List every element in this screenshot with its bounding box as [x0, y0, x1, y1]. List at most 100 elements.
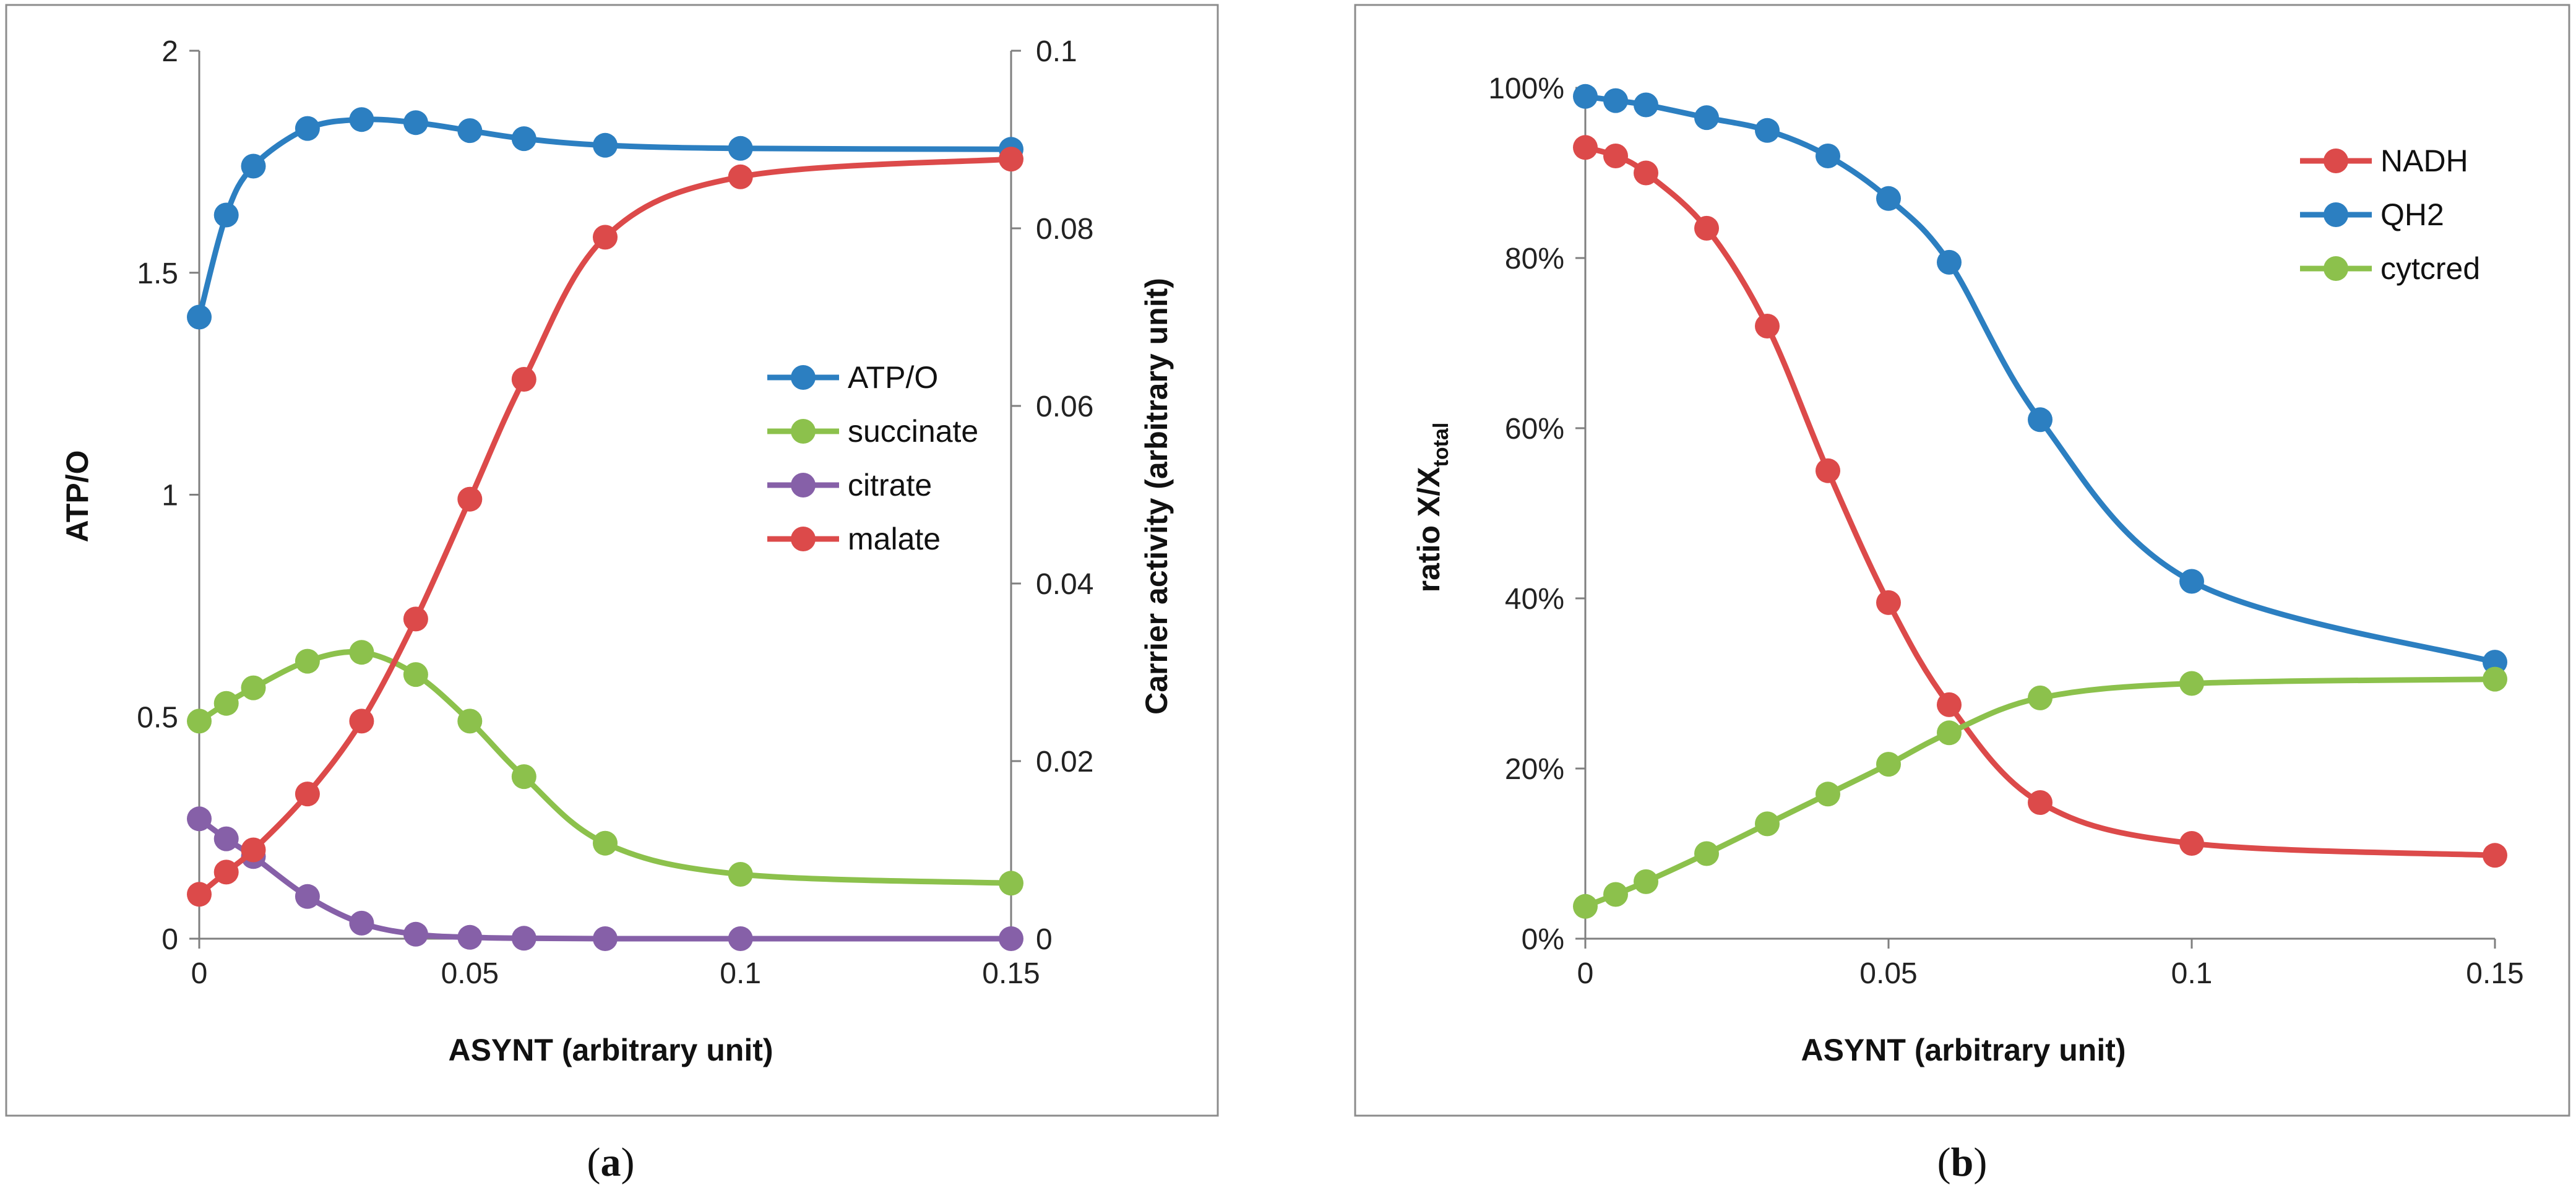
series-succinate-point — [593, 830, 618, 856]
series-qh2-point — [1573, 84, 1598, 109]
series-cytcred-point — [1603, 882, 1628, 907]
chart-b-xlabel: ASYNT (arbitrary unit) — [1801, 1033, 2126, 1067]
series-citrate-point — [187, 806, 212, 832]
series-malate-point — [295, 782, 320, 807]
legend-label: ATP/O — [848, 360, 938, 395]
panel-b-label: (b) — [1937, 1140, 1988, 1185]
series-qh2-point — [2179, 569, 2204, 594]
chart-a-y2-tick-label: 0.1 — [1036, 35, 1077, 68]
chart-b-y-tick-label: 20% — [1505, 753, 1564, 786]
series-succinate-point — [213, 691, 239, 716]
series-succinate-point — [511, 764, 536, 790]
series-nadh-point — [2179, 831, 2204, 856]
series-cytcred-point — [1755, 811, 1780, 837]
series-malate-point — [999, 147, 1023, 172]
series-citrate-point — [999, 926, 1023, 951]
chart-b-x-tick-label: 0 — [1577, 957, 1594, 990]
series-succinate-point — [457, 708, 483, 734]
chart-a-y-tick-label: 2 — [162, 35, 178, 68]
series-nadh — [1573, 135, 2507, 868]
legend-swatch-marker — [791, 365, 816, 390]
series-succinate-point — [403, 662, 428, 687]
chart-b-x-tick-label: 0.15 — [2466, 957, 2523, 990]
series-cytcred-point — [2483, 666, 2507, 692]
series-cytcred — [1573, 666, 2507, 919]
panel-a-letter: a — [601, 1140, 621, 1185]
chart-b-ylabel: ratio X/Xtotal — [1411, 423, 1453, 593]
chart-a-xlabel: ASYNT (arbitrary unit) — [448, 1033, 773, 1067]
legend-swatch-marker — [791, 527, 816, 551]
chart-b-y-tick-label: 100% — [1488, 72, 1564, 105]
series-cytcred-point — [1937, 720, 1962, 746]
series-nadh-point — [1694, 215, 1719, 241]
series-cytcred-point — [1816, 782, 1840, 807]
legend-label: citrate — [848, 468, 932, 502]
chart-a-y-tick-label: 1.5 — [137, 257, 178, 290]
legend-label: cytcred — [2380, 251, 2480, 286]
series-citrate-point — [403, 921, 428, 947]
chart-b-x-tick-label: 0.05 — [1859, 957, 1917, 990]
series-malate-point — [457, 486, 483, 512]
chart-a-x-tick-label: 0.15 — [982, 957, 1040, 990]
series-atp-o-point — [728, 136, 753, 161]
series-malate-point — [241, 837, 266, 863]
chart-b-series — [1573, 84, 2507, 919]
series-nadh-point — [1573, 135, 1598, 160]
series-nadh-point — [1755, 314, 1780, 338]
series-cytcred-point — [1573, 894, 1598, 919]
series-cytcred-point — [2179, 671, 2204, 696]
series-qh2-point — [1755, 118, 1780, 143]
panel-a-label: (a) — [587, 1140, 635, 1185]
chart-b-y-tick-label: 40% — [1505, 583, 1564, 616]
series-citrate-point — [511, 926, 536, 951]
legend-entry-nadh: NADH — [2300, 144, 2468, 178]
series-qh2-point — [1876, 186, 1901, 211]
series-atp-o-point — [511, 126, 536, 152]
chart-a-y-tick-label: 0 — [162, 923, 178, 956]
legend-entry-atp-o: ATP/O — [767, 360, 938, 395]
series-citrate-point — [213, 826, 239, 851]
legend-entry-citrate: citrate — [767, 468, 932, 502]
series-malate-point — [187, 882, 212, 907]
series-nadh-point — [2483, 843, 2507, 868]
series-nadh-point — [1876, 590, 1901, 615]
series-cytcred-point — [1876, 752, 1901, 777]
series-atp-o-point — [295, 116, 320, 141]
series-atp-o-point — [187, 304, 212, 330]
chart-a-y2label: Carrier activity (arbitrary unit) — [1139, 278, 1174, 715]
series-malate-point — [593, 225, 618, 250]
series-nadh-line — [1582, 144, 2498, 858]
legend-label: NADH — [2380, 144, 2468, 178]
chart-b-y-tick-label: 60% — [1505, 413, 1564, 446]
chart-b-y-tick-label: 0% — [1522, 923, 1564, 956]
series-citrate — [187, 806, 1023, 951]
chart-a-y2-tick-label: 0.04 — [1036, 568, 1093, 601]
legend-swatch-marker — [791, 419, 816, 444]
series-atp-o-point — [241, 153, 266, 179]
chart-a-legend: ATP/O succinate citrate malate — [767, 360, 978, 556]
series-malate-point — [349, 708, 374, 734]
chart-a-y2-tick-label: 0 — [1036, 923, 1053, 956]
chart-a-y-tick-label: 0.5 — [137, 701, 178, 734]
legend-entry-succinate: succinate — [767, 414, 978, 449]
series-atp-o-point — [593, 132, 618, 158]
series-citrate-point — [593, 926, 618, 951]
chart-a-y2-tick-label: 0.06 — [1036, 390, 1093, 423]
series-malate-line — [196, 156, 1014, 897]
chart-a-x-tick-label: 0.05 — [441, 957, 499, 990]
legend-swatch-marker — [2324, 256, 2348, 281]
series-atp-o-point — [349, 107, 374, 132]
series-cytcred-point — [1694, 841, 1719, 866]
chart-b-y-tick-label: 80% — [1505, 243, 1564, 275]
legend-entry-cytcred: cytcred — [2300, 251, 2480, 286]
series-cytcred-point — [2028, 685, 2053, 710]
series-succinate — [187, 640, 1023, 896]
series-qh2-point — [2028, 407, 2053, 433]
panel-b-frame — [1354, 4, 2570, 1117]
chart-a-y2-tick-label: 0.02 — [1036, 746, 1093, 778]
legend-entry-qh2: QH2 — [2300, 197, 2444, 232]
series-succinate-point — [349, 640, 374, 665]
series-atp-o-point — [457, 118, 483, 144]
legend-label: succinate — [848, 414, 978, 449]
